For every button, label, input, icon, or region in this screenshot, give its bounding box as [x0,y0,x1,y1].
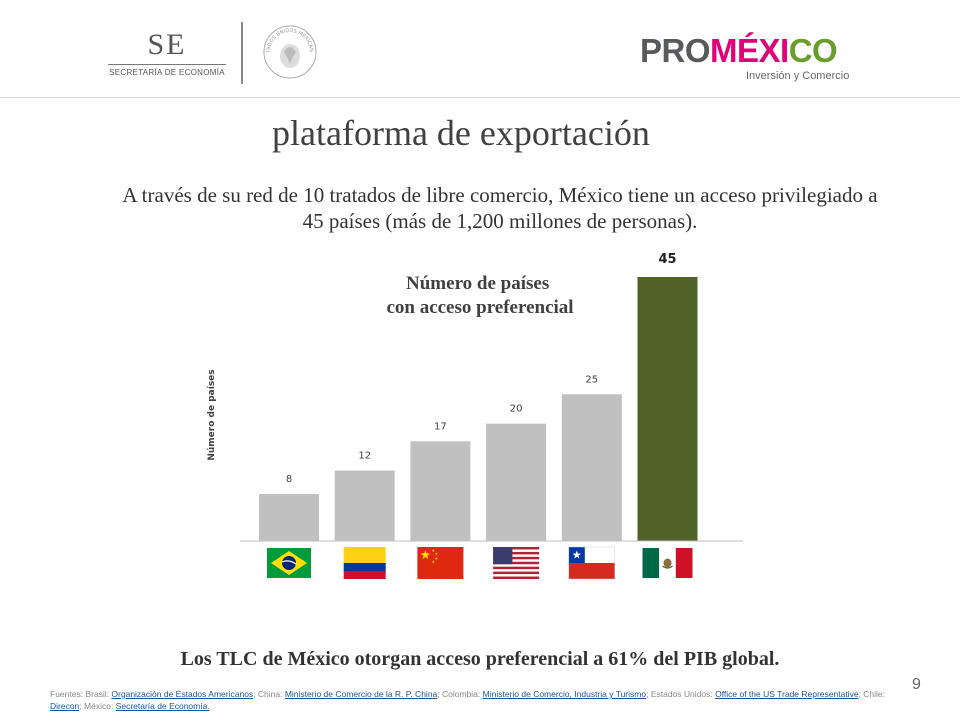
se-logo: SE SECRETARÍA DE ECONOMÍA [108,30,226,77]
se-logo-mark: SE [147,28,187,61]
sources-footnote: Fuentes: Brasil: Organización de Estados… [50,689,886,711]
page-title: plataforma de exportación [272,113,650,153]
bar-colombia [334,470,395,541]
flags-group [267,546,693,580]
header-divider [241,22,243,84]
source-link[interactable]: Secretaría de Economía. [115,701,210,711]
data-label: 45 [658,252,676,267]
promexico-pro: PRO [640,32,711,69]
source-link[interactable]: Organización de Estados Americanos [111,689,254,699]
source-link[interactable]: Ministerio de Comercio de la R. P. China [284,689,438,699]
promexico-logo: PROMÉXICO [640,32,838,69]
bar-brasil [259,494,319,541]
promexico-co: CO [788,32,838,69]
chile-flag-icon [568,546,616,580]
source-link[interactable]: Ministerio de Comercio, Industria y Turi… [482,689,647,699]
chart-title-line-2: con acceso preferencial [386,297,573,318]
colombia-flag-icon [343,547,386,579]
data-label: 25 [585,374,598,385]
se-logo-name: SECRETARÍA DE ECONOMÍA [109,68,225,77]
page-number: 9 [912,676,921,693]
source-link[interactable]: Direcon [50,701,80,711]
bar-méxico [637,277,698,541]
bar-china [410,441,471,541]
promexico-tagline: Inversión y Comercio [746,70,850,82]
chart-title-line-1: Número de países [406,273,549,294]
brazil-flag-icon [267,548,311,578]
chart-title: Número de países con acceso preferencial [386,273,573,318]
bar-chile [561,394,622,541]
mexico-seal-icon: ESTADOS UNIDOS MEXICANOS [262,24,317,79]
y-axis-label: Número de países [207,369,217,460]
bars-group: 8 12 17 20 25 45 [259,252,698,541]
usa-flag-icon [493,547,540,579]
intro-text: A través de su red de 10 tratados de lib… [122,183,878,233]
china-flag-icon [417,547,464,579]
promexico-mex: MÉXI [710,32,789,69]
header: SE SECRETARÍA DE ECONOMÍA ESTADOS UNIDOS… [0,0,960,98]
data-label: 20 [510,404,523,415]
source-link[interactable]: Office of the US Trade Representative [715,689,859,699]
data-label: 8 [286,474,292,485]
data-label: 17 [434,421,447,432]
conclusion-text: Los TLC de México otorgan acceso prefere… [180,648,780,670]
bar-chart: Número de países con acceso preferencial… [207,252,743,580]
data-label: 12 [358,451,371,462]
se-logo-rule [108,64,226,65]
bar-estados-unidos [486,423,547,541]
mexico-flag-icon [642,548,693,578]
